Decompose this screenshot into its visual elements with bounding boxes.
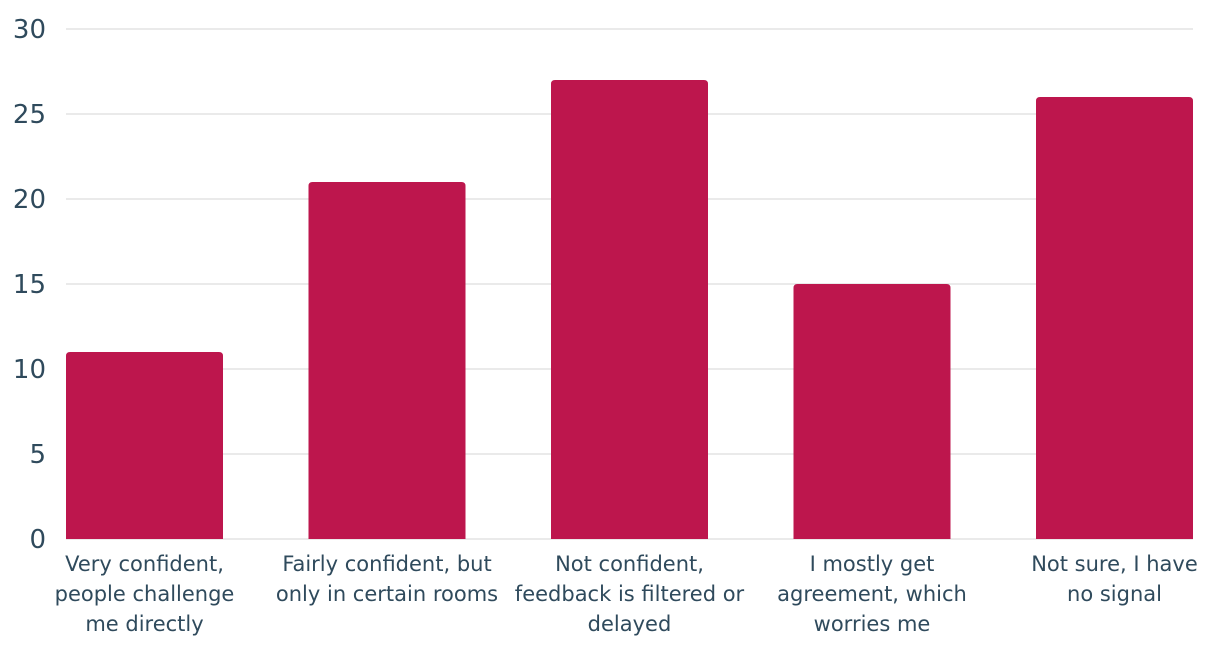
x-category-label-line: Not confident,: [555, 552, 704, 576]
x-category-label-line: Not sure, I have: [1031, 552, 1198, 576]
x-category-label-line: Very confident,: [65, 552, 224, 576]
x-category-label: I mostly get agreement, which worries me: [777, 552, 967, 636]
x-category-label-line: feedback is filtered or: [515, 582, 745, 606]
x-category-label-line: no signal: [1067, 582, 1162, 606]
bar: [66, 352, 223, 539]
bar: [308, 182, 466, 539]
y-axis-ticks: 0 5 10 15 20 25 30: [13, 15, 46, 555]
x-category-label-line: me directly: [85, 612, 203, 636]
x-category-label-line: people challenge: [55, 582, 235, 606]
x-category-label-line: agreement, which: [777, 582, 967, 606]
x-category-label-line: worries me: [814, 612, 931, 636]
x-category-label-line: Fairly confident, but: [282, 552, 491, 576]
bar: [1036, 97, 1193, 539]
bars: [66, 80, 1193, 539]
x-category-label: Fairly confident, but only in certain roo…: [276, 552, 498, 606]
x-category-label-line: delayed: [588, 612, 672, 636]
y-tick-label: 0: [29, 525, 46, 555]
x-axis-labels: Very confident, people challenge me direct…: [55, 552, 1198, 636]
y-tick-label: 15: [13, 270, 46, 300]
y-tick-label: 20: [13, 185, 46, 215]
x-category-label: Very confident, people challenge me direct…: [55, 552, 235, 636]
bar: [551, 80, 708, 539]
y-tick-label: 10: [13, 355, 46, 385]
x-category-label: Not sure, I have no signal: [1031, 552, 1198, 606]
x-category-label: Not confident, feedback is filtered or del…: [515, 552, 745, 636]
x-category-label-line: I mostly get: [810, 552, 935, 576]
y-tick-label: 25: [13, 100, 46, 130]
y-tick-label: 5: [29, 440, 46, 470]
y-tick-label: 30: [13, 15, 46, 45]
x-category-label-line: only in certain rooms: [276, 582, 498, 606]
bar: [793, 284, 951, 539]
